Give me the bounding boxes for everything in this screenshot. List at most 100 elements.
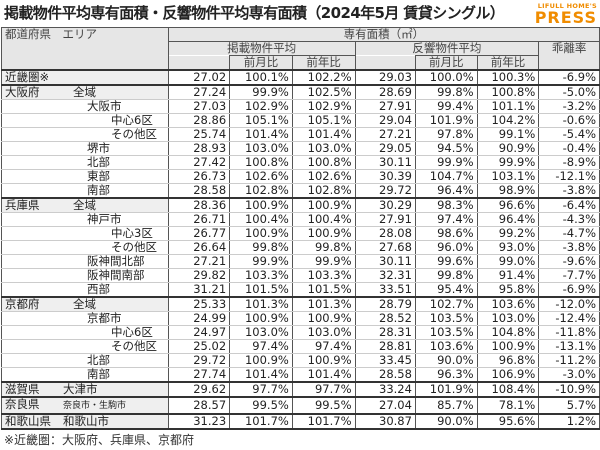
area: 和歌山市 bbox=[63, 414, 109, 428]
response-mom: 90.0% bbox=[414, 353, 478, 368]
listed-avg: 25.74 bbox=[167, 127, 231, 142]
response-yoy: 96.4% bbox=[476, 212, 540, 227]
gap-rate: -3.0% bbox=[538, 367, 600, 383]
area: 中心6区 bbox=[111, 113, 153, 127]
response-mom: 103.6% bbox=[414, 339, 478, 354]
prefecture: 近畿圏※ bbox=[5, 70, 50, 84]
response-mom: 96.4% bbox=[414, 183, 478, 199]
table-row: 南部 28.58 102.8% 102.8% 29.72 96.4% 98.9% -3.8% bbox=[1, 183, 600, 199]
response-avg: 30.29 bbox=[354, 197, 416, 213]
listed-yoy: 101.4% bbox=[291, 127, 356, 142]
table-row: 大阪府 全域 27.24 99.9% 102.5% 28.69 99.8% 100.8% -5.… bbox=[1, 84, 600, 100]
table-row: 東部 26.73 102.6% 102.6% 30.39 104.7% 103.1% -12.… bbox=[1, 169, 600, 184]
prefecture: 京都府 bbox=[5, 297, 40, 311]
response-avg: 30.87 bbox=[354, 413, 416, 430]
table-row: その他区 25.02 97.4% 97.4% 28.81 103.6% 100.9% -13.… bbox=[1, 339, 600, 354]
listed-avg: 27.21 bbox=[167, 254, 231, 269]
table-row: 中心3区 26.77 100.9% 100.9% 28.08 98.6% 99.2% -4.7… bbox=[1, 226, 600, 241]
response-mom: 90.0% bbox=[414, 413, 478, 430]
area: 神戸市 bbox=[87, 212, 122, 226]
gap-rate: 5.7% bbox=[538, 396, 600, 415]
prefecture: 和歌山県 bbox=[5, 414, 51, 428]
response-yoy: 106.9% bbox=[476, 367, 540, 383]
response-yoy: 103.1% bbox=[476, 169, 540, 184]
area: 中心6区 bbox=[111, 325, 153, 339]
response-avg: 28.31 bbox=[354, 325, 416, 340]
listed-mom: 100.1% bbox=[229, 69, 293, 86]
listed-yoy: 97.7% bbox=[291, 381, 356, 398]
table-row: 京都府 全域 25.33 101.3% 101.3% 28.79 102.7% 103.6% -… bbox=[1, 296, 600, 312]
area: 北部 bbox=[87, 353, 110, 367]
response-yoy: 98.9% bbox=[476, 183, 540, 199]
gap-rate: -7.7% bbox=[538, 268, 600, 283]
listed-avg: 31.21 bbox=[167, 282, 231, 298]
row-label: その他区 bbox=[1, 339, 169, 354]
row-label: 阪神間北部 bbox=[1, 254, 169, 269]
listed-yoy: 100.9% bbox=[291, 353, 356, 368]
listed-mom: 99.9% bbox=[229, 254, 293, 269]
listed-yoy: 102.6% bbox=[291, 169, 356, 184]
response-avg: 27.21 bbox=[354, 127, 416, 142]
response-mom: 99.8% bbox=[414, 84, 478, 100]
row-label: 奈良県 奈良市・生駒市 bbox=[1, 396, 169, 415]
area: 大阪市 bbox=[87, 99, 122, 113]
row-label: 兵庫県 全域 bbox=[1, 197, 169, 213]
listed-mom: 103.0% bbox=[229, 141, 293, 156]
listed-avg: 26.64 bbox=[167, 240, 231, 255]
listed-yoy: 102.8% bbox=[291, 183, 356, 199]
response-avg: 30.39 bbox=[354, 169, 416, 184]
response-avg: 27.04 bbox=[354, 396, 416, 415]
listed-avg: 31.23 bbox=[167, 413, 231, 430]
header-response-yoy: 前年比 bbox=[476, 55, 540, 71]
listed-mom: 102.9% bbox=[229, 99, 293, 114]
listed-mom: 100.8% bbox=[229, 155, 293, 170]
area: 南部 bbox=[87, 367, 110, 381]
gap-rate: -4.7% bbox=[538, 226, 600, 241]
listed-avg: 26.77 bbox=[167, 226, 231, 241]
prefecture: 滋賀県 bbox=[5, 382, 40, 396]
response-avg: 29.04 bbox=[354, 113, 416, 128]
row-label: 滋賀県 大津市 bbox=[1, 381, 169, 398]
listed-avg: 27.24 bbox=[167, 84, 231, 100]
row-label: 西部 bbox=[1, 282, 169, 298]
response-avg: 28.58 bbox=[354, 367, 416, 383]
row-label: 京都市 bbox=[1, 311, 169, 326]
response-mom: 101.9% bbox=[414, 381, 478, 398]
gap-rate: 1.2% bbox=[538, 413, 600, 430]
listed-yoy: 103.0% bbox=[291, 325, 356, 340]
listed-yoy: 102.2% bbox=[291, 69, 356, 86]
gap-rate: -3.2% bbox=[538, 99, 600, 114]
row-label: 中心6区 bbox=[1, 113, 169, 128]
response-yoy: 99.0% bbox=[476, 254, 540, 269]
row-label: 南部 bbox=[1, 367, 169, 383]
area: 堺市 bbox=[87, 141, 110, 155]
gap-rate: -13.1% bbox=[538, 339, 600, 354]
listed-yoy: 97.4% bbox=[291, 339, 356, 354]
listed-mom: 100.9% bbox=[229, 197, 293, 213]
response-yoy: 90.9% bbox=[476, 141, 540, 156]
gap-rate: -3.8% bbox=[538, 183, 600, 199]
response-avg: 32.31 bbox=[354, 268, 416, 283]
area: 南部 bbox=[87, 183, 110, 197]
table-row: 近畿圏※ 27.02 100.1% 102.2% 29.03 100.0% 100.3% -6… bbox=[1, 69, 600, 86]
area: 東部 bbox=[87, 169, 110, 183]
listed-yoy: 103.0% bbox=[291, 141, 356, 156]
listed-yoy: 100.9% bbox=[291, 197, 356, 213]
gap-rate: -3.8% bbox=[538, 240, 600, 255]
listed-avg: 28.93 bbox=[167, 141, 231, 156]
area: 全域 bbox=[73, 198, 96, 212]
press-logo: LIFULL HOME'S PRESS bbox=[521, 2, 597, 26]
response-mom: 99.9% bbox=[414, 155, 478, 170]
listed-yoy: 105.1% bbox=[291, 113, 356, 128]
listed-avg: 28.57 bbox=[167, 396, 231, 415]
table-row: 兵庫県 全域 28.36 100.9% 100.9% 30.29 98.3% 96.6% -6.… bbox=[1, 197, 600, 213]
response-mom: 98.3% bbox=[414, 197, 478, 213]
listed-mom: 105.1% bbox=[229, 113, 293, 128]
header-region: 都道府県 エリア bbox=[1, 27, 169, 71]
table-row: その他区 26.64 99.8% 99.8% 27.68 96.0% 93.0% -3.8% bbox=[1, 240, 600, 255]
response-yoy: 96.6% bbox=[476, 197, 540, 213]
response-mom: 103.5% bbox=[414, 325, 478, 340]
response-mom: 103.5% bbox=[414, 311, 478, 326]
table-row: 大阪市 27.03 102.9% 102.9% 27.91 99.4% 101.1% -3.2… bbox=[1, 99, 600, 114]
response-yoy: 95.8% bbox=[476, 282, 540, 298]
